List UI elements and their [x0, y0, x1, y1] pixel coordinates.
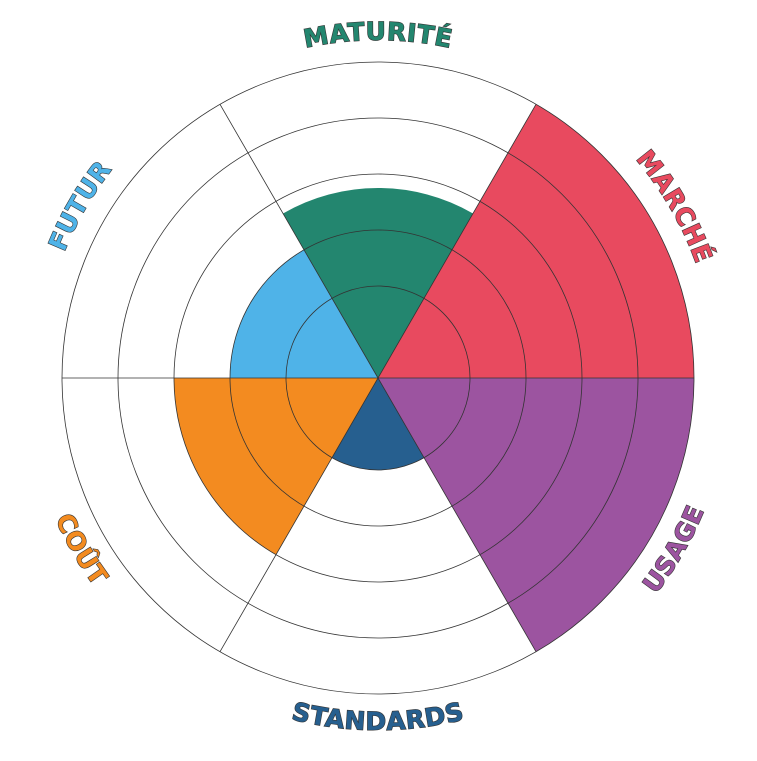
category-label-path: COÛT [49, 508, 113, 591]
category-label: MATURITÉ [301, 17, 455, 54]
spoke [377, 104, 537, 379]
category-label-path: FUTUR [42, 155, 117, 256]
category-label-path: STANDARDS [289, 696, 467, 737]
sector [378, 104, 694, 379]
category-label: FUTUR [43, 155, 117, 254]
spoke [219, 377, 379, 652]
sector [378, 378, 694, 652]
spoke [377, 377, 537, 652]
spoke [219, 104, 379, 379]
sector [332, 378, 424, 470]
category-label: COÛT [50, 509, 114, 591]
sector [174, 378, 378, 555]
category-label: STANDARDS [289, 697, 466, 736]
sector [283, 187, 473, 378]
category-label-path: MATURITÉ [301, 16, 456, 54]
sector [230, 249, 378, 378]
